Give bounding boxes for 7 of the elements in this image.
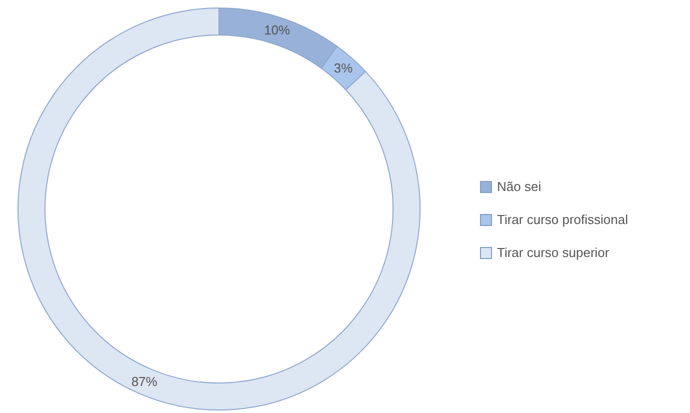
legend-label: Tirar curso profissional	[497, 212, 628, 227]
data-label: 10%	[264, 22, 291, 38]
donut-slice	[18, 8, 420, 410]
data-label: 3%	[334, 60, 354, 76]
data-label: 87%	[131, 374, 158, 390]
legend-label: Não sei	[497, 179, 542, 194]
legend-label: Tirar curso superior	[497, 245, 610, 260]
